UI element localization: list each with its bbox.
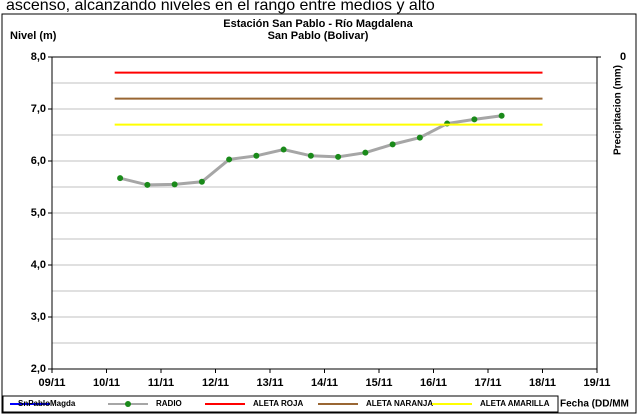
marker bbox=[362, 149, 369, 156]
legend-label: RADIO bbox=[156, 399, 182, 408]
y-tick-label: 2,0 bbox=[31, 363, 46, 375]
y-tick-label: 8,0 bbox=[31, 51, 46, 63]
legend-label: ALETA AMARILLA bbox=[480, 399, 550, 408]
marker bbox=[307, 152, 314, 159]
y2-axis-label: Precipitacion (mm) bbox=[613, 65, 624, 155]
y-axis-label: Nivel (m) bbox=[10, 30, 57, 42]
y-tick-label: 4,0 bbox=[31, 259, 46, 271]
legend-label: ALETA NARANJA bbox=[366, 399, 433, 408]
marker bbox=[280, 146, 287, 153]
marker bbox=[171, 181, 178, 188]
x-axis-label: Fecha (DD/MM bbox=[560, 399, 629, 410]
marker bbox=[498, 112, 505, 119]
marker bbox=[117, 175, 124, 182]
legend bbox=[2, 395, 559, 413]
x-tick-label: 14/11 bbox=[311, 377, 338, 389]
x-tick-label: 09/11 bbox=[39, 377, 66, 389]
legend-label: ALETA ROJA bbox=[253, 399, 303, 408]
marker bbox=[198, 178, 205, 185]
x-tick-label: 11/11 bbox=[148, 377, 174, 389]
marker bbox=[226, 156, 233, 163]
y-tick-label: 5,0 bbox=[31, 207, 46, 219]
marker bbox=[471, 116, 478, 123]
marker bbox=[444, 120, 451, 127]
y-tick-label: 6,0 bbox=[31, 155, 46, 167]
chart-title: Estación San Pablo - Río Magdalena bbox=[223, 18, 413, 30]
x-tick-label: 15/11 bbox=[366, 377, 393, 389]
x-tick-label: 16/11 bbox=[420, 377, 447, 389]
marker bbox=[389, 141, 396, 148]
x-tick-label: 18/11 bbox=[529, 377, 556, 389]
marker bbox=[335, 153, 342, 160]
plot-area bbox=[51, 56, 598, 370]
x-tick-label: 13/11 bbox=[257, 377, 284, 389]
x-tick-label: 19/11 bbox=[584, 377, 611, 389]
y2-tick-label: 0 bbox=[620, 51, 626, 63]
marker bbox=[144, 181, 151, 188]
page-text: ascenso, alcanzando niveles en el rango … bbox=[6, 0, 435, 14]
x-tick-label: 12/11 bbox=[202, 377, 229, 389]
legend-label: SnPabloMagda bbox=[18, 399, 76, 408]
x-tick-label: 17/11 bbox=[475, 377, 502, 389]
marker bbox=[416, 134, 423, 141]
y-tick-label: 3,0 bbox=[31, 311, 46, 323]
legend-marker bbox=[125, 401, 131, 407]
chart-subtitle: San Pablo (Bolivar) bbox=[268, 30, 369, 42]
y-tick-label: 7,0 bbox=[31, 103, 46, 115]
marker bbox=[253, 152, 260, 159]
x-tick-label: 10/11 bbox=[93, 377, 120, 389]
